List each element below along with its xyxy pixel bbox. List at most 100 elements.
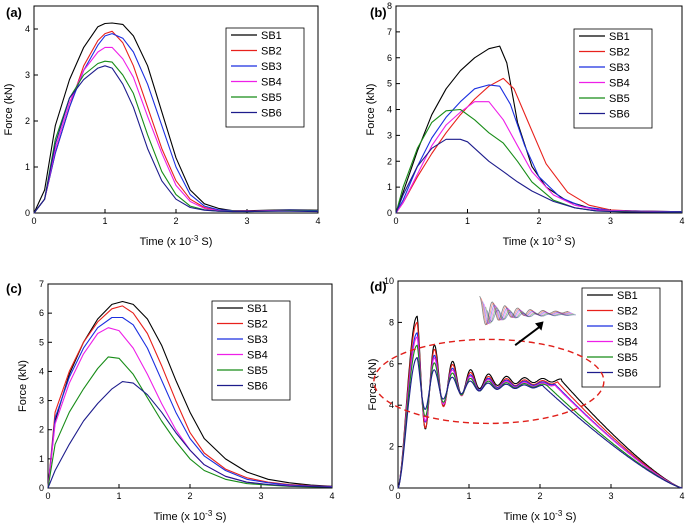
panel-label: (c)	[6, 281, 22, 296]
y-tick-label: 3	[25, 70, 30, 80]
legend-entry-sb3: SB3	[247, 334, 268, 346]
legend: SB1 SB2 SB3 SB4 SB5 SB6	[581, 287, 661, 388]
y-tick-label: 4	[39, 366, 44, 376]
y-tick-label: 4	[25, 24, 30, 34]
y-tick-label: 5	[39, 337, 44, 347]
y-tick-label: 4	[389, 400, 394, 410]
legend-box	[573, 28, 653, 129]
chart-panel-2: 0 1 2 3 4 0 1 2 3 4 5 6 7 8 Time (x 10-3 S) Force (kN) (…	[365, 1, 685, 248]
legend-entry-sb2: SB2	[261, 46, 282, 58]
legend-entry-sb5: SB5	[609, 93, 630, 105]
y-tick-label: 0	[39, 483, 44, 493]
legend-entry-sb6: SB6	[617, 368, 638, 380]
chart-panel-4: 0 1 2 3 4 0 2 4 6 8 10 Time (x 10-3 S) Force (kN) (d)…	[367, 276, 685, 523]
y-tick-label: 0	[387, 208, 392, 218]
legend: SB1 SB2 SB3 SB4 SB5 SB6	[211, 300, 291, 401]
legend-entry-sb3: SB3	[617, 321, 638, 333]
x-axis-label: Time (x 10-3 S)	[140, 234, 213, 248]
y-tick-label: 1	[39, 454, 44, 464]
legend-box	[211, 300, 291, 401]
x-tick-label: 2	[173, 216, 178, 226]
legend-entry-sb3: SB3	[261, 61, 282, 73]
y-tick-label: 0	[25, 208, 30, 218]
x-tick-label: 0	[395, 491, 400, 501]
zoom-arrow-head	[535, 321, 544, 331]
inset-line-sb5	[485, 306, 575, 324]
y-axis-label: Force (kN)	[3, 84, 15, 136]
y-tick-label: 1	[25, 162, 30, 172]
y-axis-label: Force (kN)	[17, 360, 29, 412]
series-line-sb6	[395, 138, 682, 214]
x-tick-label: 3	[608, 491, 613, 501]
y-tick-label: 8	[387, 1, 392, 11]
x-tick-label: 2	[537, 491, 542, 501]
legend-entry-sb4: SB4	[609, 78, 630, 90]
x-tick-label: 3	[608, 216, 613, 226]
legend-entry-sb4: SB4	[261, 77, 282, 89]
panel-label: (d)	[370, 279, 387, 294]
series-line-sb6	[397, 357, 683, 489]
y-tick-label: 1	[387, 182, 392, 192]
panel-label: (a)	[6, 5, 22, 20]
legend: SB1 SB2 SB3 SB4 SB5 SB6	[573, 28, 653, 129]
legend-box	[225, 27, 305, 128]
x-tick-label: 1	[102, 216, 107, 226]
y-tick-label: 2	[25, 116, 30, 126]
legend-entry-sb2: SB2	[609, 47, 630, 59]
x-tick-label: 0	[393, 216, 398, 226]
x-tick-label: 4	[315, 216, 320, 226]
y-tick-label: 2	[39, 425, 44, 435]
legend: SB1 SB2 SB3 SB4 SB5 SB6	[225, 27, 305, 128]
chart-panel-1: 0 1 2 3 4 0 1 2 3 4 Time (x 10-3 S) Force (kN) (a) SB…	[3, 5, 321, 248]
y-tick-label: 4	[387, 105, 392, 115]
legend-entry-sb6: SB6	[261, 108, 282, 120]
series-line-sb5	[47, 356, 333, 489]
x-axis-label: Time (x 10-3 S)	[154, 509, 227, 523]
y-tick-label: 8	[389, 317, 394, 327]
y-tick-label: 6	[39, 308, 44, 318]
legend-entry-sb2: SB2	[247, 319, 268, 331]
legend-entry-sb1: SB1	[247, 303, 268, 315]
y-tick-label: 5	[387, 79, 392, 89]
y-tick-label: 2	[387, 156, 392, 166]
x-tick-label: 1	[116, 491, 121, 501]
chart-panel-3: 0 1 2 3 4 0 1 2 3 4 5 6 7 Time (x 10-3 S) Force (kN) (c…	[6, 279, 335, 523]
y-tick-label: 10	[384, 276, 394, 286]
y-tick-label: 7	[387, 27, 392, 37]
x-tick-label: 2	[536, 216, 541, 226]
y-tick-label: 2	[389, 442, 394, 452]
legend-entry-sb3: SB3	[609, 62, 630, 74]
y-tick-label: 0	[389, 483, 394, 493]
inset-line-sb1	[479, 295, 569, 326]
legend-entry-sb5: SB5	[617, 352, 638, 364]
series-line-sb2	[47, 305, 333, 489]
inset-line-sb2	[480, 298, 570, 326]
y-axis-label: Force (kN)	[365, 84, 377, 136]
x-tick-label: 4	[329, 491, 334, 501]
x-axis-label: Time (x 10-3 S)	[503, 234, 576, 248]
inset-line-sb4	[483, 303, 573, 325]
x-tick-label: 1	[466, 491, 471, 501]
legend-entry-sb1: SB1	[609, 31, 630, 43]
legend-box	[581, 287, 661, 388]
x-tick-label: 3	[244, 216, 249, 226]
legend-entry-sb5: SB5	[261, 92, 282, 104]
y-tick-label: 3	[39, 396, 44, 406]
x-axis-label: Time (x 10-3 S)	[504, 509, 577, 523]
legend-entry-sb1: SB1	[261, 30, 282, 42]
series-line-sb6	[47, 381, 333, 489]
y-axis-label: Force (kN)	[367, 359, 379, 411]
series-line-sb3	[395, 84, 683, 214]
x-tick-label: 0	[45, 491, 50, 501]
y-tick-label: 7	[39, 279, 44, 289]
x-tick-label: 3	[258, 491, 263, 501]
y-tick-label: 6	[387, 53, 392, 63]
zoom-arrow-line	[514, 324, 543, 346]
x-tick-label: 0	[31, 216, 36, 226]
y-tick-label: 6	[389, 359, 394, 369]
series-line-sb6	[33, 65, 319, 214]
y-tick-label: 3	[387, 130, 392, 140]
x-tick-label: 4	[679, 491, 684, 501]
inset-line-sb3	[482, 301, 572, 324]
